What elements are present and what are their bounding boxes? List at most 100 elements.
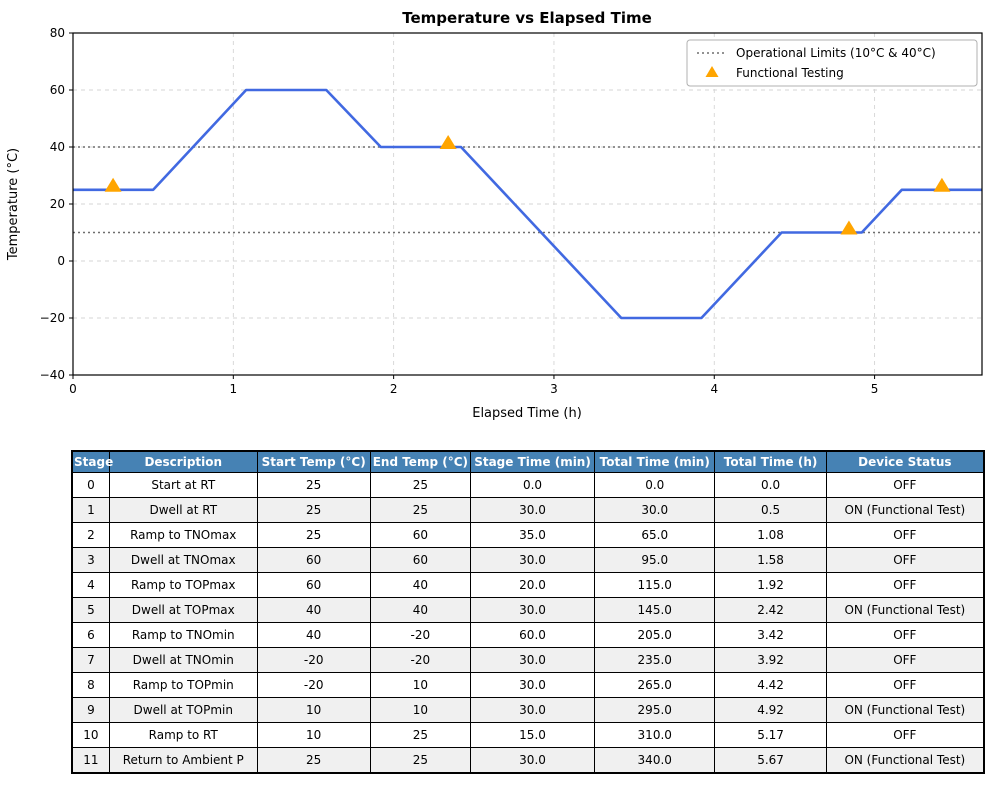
plot-frame xyxy=(72,32,983,376)
table-cell: 25 xyxy=(369,497,472,523)
chart-title: Temperature vs Elapsed Time xyxy=(402,9,652,27)
table-cell: 2.42 xyxy=(714,597,827,623)
table-cell: 60 xyxy=(256,572,371,598)
table-cell: Start at RT xyxy=(108,472,258,498)
table-cell: 65.0 xyxy=(594,522,716,548)
functional-test-marker xyxy=(840,220,858,235)
table-cell: 1.08 xyxy=(714,522,827,548)
y-tick-label: 20 xyxy=(50,197,65,211)
column-header: Total Time (h) xyxy=(714,450,827,473)
table-cell: 5.17 xyxy=(714,722,827,748)
table-cell: 30.0 xyxy=(470,547,596,573)
temperature-chart: 0 1 2 3 4 5 −40 −20 0 20 40 60 80 Temperature vs Ela… xyxy=(6,9,983,421)
table-cell: 8 xyxy=(71,672,110,698)
y-tick-label: 40 xyxy=(50,140,65,154)
legend: Operational Limits (10°C & 40°C) Functio… xyxy=(686,39,978,87)
table-row: 6 Ramp to TNOmin 40 -20 60.0 205.0 3.42 OFF xyxy=(71,622,985,648)
column-header: Total Time (min) xyxy=(594,450,716,473)
x-axis-label: Elapsed Time (h) xyxy=(472,406,582,421)
table-cell: 30.0 xyxy=(470,597,596,623)
table-cell: 95.0 xyxy=(594,547,716,573)
table-cell: Dwell at TOPmax xyxy=(108,597,258,623)
table-cell: 10 xyxy=(256,722,371,748)
table-row: 1 Dwell at RT 25 25 30.0 30.0 0.5 ON (Functiona… xyxy=(71,497,985,523)
table-cell: 11 xyxy=(71,747,110,774)
table-cell: Ramp to TOPmax xyxy=(108,572,258,598)
column-header: Stage Time (min) xyxy=(470,450,596,473)
y-tick-label: 0 xyxy=(57,254,65,268)
table-cell: OFF xyxy=(825,522,985,548)
y-axis-label: Temperature (°C) xyxy=(6,148,21,261)
table-cell: 60.0 xyxy=(470,622,596,648)
table-row: 5 Dwell at TOPmax 40 40 30.0 145.0 2.42 ON (Fun… xyxy=(71,597,985,623)
table-cell: 6 xyxy=(71,622,110,648)
table-cell: 0.0 xyxy=(714,472,827,498)
table-cell: 4.42 xyxy=(714,672,827,698)
table-cell: OFF xyxy=(825,572,985,598)
table-cell: 3 xyxy=(71,547,110,573)
table-cell: 25 xyxy=(369,747,472,774)
table-cell: ON (Functional Test) xyxy=(825,747,985,774)
x-tick-label: 3 xyxy=(550,382,558,396)
table-cell: ON (Functional Test) xyxy=(825,697,985,723)
table-cell: 40 xyxy=(369,572,472,598)
table-cell: 25 xyxy=(256,522,371,548)
table-row: 3 Dwell at TNOmax 60 60 30.0 95.0 1.58 OFF xyxy=(71,547,985,573)
table-cell: 205.0 xyxy=(594,622,716,648)
column-header: Description xyxy=(108,450,258,473)
table-cell: 60 xyxy=(256,547,371,573)
table-cell: 15.0 xyxy=(470,722,596,748)
table-row: 11 Return to Ambient P 25 25 30.0 340.0 5.67 ON… xyxy=(71,747,985,774)
temperature-line xyxy=(73,88,982,320)
x-tick-label: 1 xyxy=(229,382,237,396)
table-row: 7 Dwell at TNOmin -20 -20 30.0 235.0 3.92 OFF xyxy=(71,647,985,673)
table-cell: 310.0 xyxy=(594,722,716,748)
table-cell: 25 xyxy=(256,472,371,498)
table-cell: 40 xyxy=(256,597,371,623)
table-cell: 235.0 xyxy=(594,647,716,673)
table-row: 8 Ramp to TOPmin -20 10 30.0 265.0 4.42 OFF xyxy=(71,672,985,698)
table-cell: Ramp to RT xyxy=(108,722,258,748)
column-header: Device Status xyxy=(825,450,985,473)
table-cell: OFF xyxy=(825,547,985,573)
table-cell: 4 xyxy=(71,572,110,598)
table-cell: OFF xyxy=(825,722,985,748)
table-cell: 10 xyxy=(369,697,472,723)
column-header: Start Temp (°C) xyxy=(256,450,371,473)
x-tick-label: 5 xyxy=(871,382,879,396)
legend-triangle-icon xyxy=(705,66,719,77)
temperature-profile-line xyxy=(73,88,982,320)
table-cell: Dwell at RT xyxy=(108,497,258,523)
column-header: End Temp (°C) xyxy=(369,450,472,473)
table-cell: 3.92 xyxy=(714,647,827,673)
table-cell: 4.92 xyxy=(714,697,827,723)
legend-label-limits: Operational Limits (10°C & 40°C) xyxy=(736,46,936,60)
table-header-row: Stage Description Start Temp (°C) End Temp … xyxy=(71,450,985,473)
table-cell: Ramp to TOPmin xyxy=(108,672,258,698)
table-cell: 7 xyxy=(71,647,110,673)
table-cell: Ramp to TNOmin xyxy=(108,622,258,648)
stage-table: Stage Description Start Temp (°C) End Temp … xyxy=(71,450,985,774)
table-cell: Dwell at TNOmax xyxy=(108,547,258,573)
column-header: Stage xyxy=(71,450,113,473)
table-cell: -20 xyxy=(369,647,472,673)
stage-table-container: Stage Description Start Temp (°C) End Temp … xyxy=(71,450,985,774)
table-cell: 3.42 xyxy=(714,622,827,648)
operational-limit-lines xyxy=(73,146,982,234)
table-cell: 25 xyxy=(256,747,371,774)
table-cell: Dwell at TOPmin xyxy=(108,697,258,723)
table-cell: 35.0 xyxy=(470,522,596,548)
table-cell: 25 xyxy=(256,497,371,523)
table-cell: ON (Functional Test) xyxy=(825,497,985,523)
y-tick-label: 80 xyxy=(50,26,65,40)
table-cell: 40 xyxy=(369,597,472,623)
table-cell: 0.0 xyxy=(594,472,716,498)
functional-test-markers xyxy=(104,135,951,235)
legend-box xyxy=(686,39,978,87)
functional-test-marker xyxy=(933,177,951,192)
table-cell: -20 xyxy=(256,647,371,673)
table-cell: 30.0 xyxy=(594,497,716,523)
table-cell: 30.0 xyxy=(470,647,596,673)
table-row: 4 Ramp to TOPmax 60 40 20.0 115.0 1.92 OFF xyxy=(71,572,985,598)
table-cell: 145.0 xyxy=(594,597,716,623)
